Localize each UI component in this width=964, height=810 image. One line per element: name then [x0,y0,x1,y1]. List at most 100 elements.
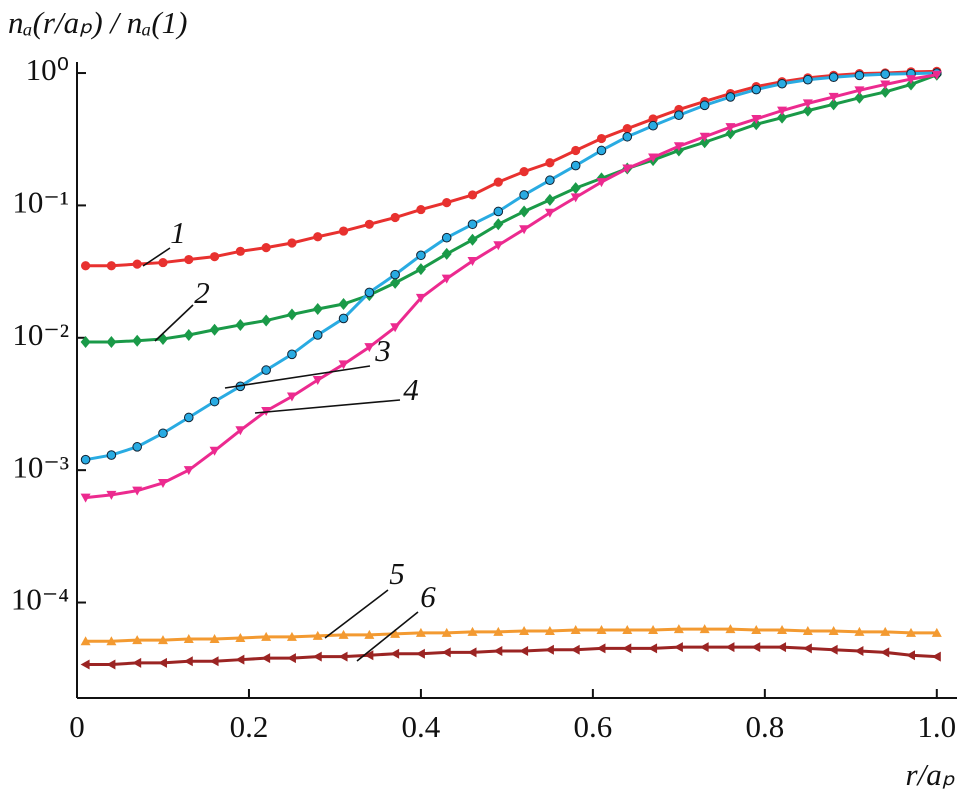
marker [777,111,788,124]
marker [725,92,736,102]
marker [312,630,323,640]
marker [880,626,891,636]
marker [622,131,633,142]
marker [648,120,658,131]
marker [854,86,865,96]
marker [287,238,297,248]
marker [493,241,504,251]
marker [415,263,426,276]
curve-label: 1 [170,215,186,250]
marker [80,335,91,348]
marker [906,75,917,85]
series-line [85,73,938,344]
marker [906,650,916,661]
marker [622,643,632,654]
marker [106,261,116,271]
marker [286,308,297,321]
marker [467,219,478,230]
marker [544,644,554,655]
marker [338,629,349,639]
marker [802,99,813,109]
marker [390,212,400,223]
marker [519,625,530,635]
marker [570,193,581,203]
marker [493,177,503,187]
marker [596,178,607,188]
marker [209,323,220,336]
marker [828,98,839,111]
marker [519,190,529,200]
curve-label: 4 [403,372,419,407]
marker [725,123,736,133]
marker [828,625,839,635]
marker [132,486,143,496]
series-line [85,71,937,462]
marker [235,632,246,642]
marker [493,646,503,657]
marker [106,335,117,348]
marker [261,653,271,664]
marker [338,360,349,370]
marker [751,114,762,124]
marker [648,153,659,163]
series-line [85,645,937,667]
marker [415,648,425,659]
marker [157,635,168,645]
x-tick-label: 0.2 [230,709,269,744]
marker [209,656,219,667]
y-tick-label: 10⁻¹ [12,185,69,220]
marker [699,132,710,142]
marker [157,478,168,488]
marker [673,624,684,634]
marker [415,293,426,303]
marker [106,490,117,500]
marker [674,110,684,121]
marker [648,643,658,654]
marker [364,287,375,298]
marker [390,276,401,289]
marker [699,100,710,111]
marker [209,634,220,644]
marker [132,334,143,347]
marker [854,646,864,657]
marker [596,133,607,144]
marker [854,91,865,104]
marker [390,628,401,638]
marker [751,84,762,95]
marker [364,219,374,229]
marker [570,182,581,195]
marker [467,190,478,200]
marker [880,80,891,90]
marker [777,106,788,116]
marker [673,642,683,653]
marker [467,257,478,267]
marker [364,343,375,353]
leader-line [224,365,371,389]
leader-line [356,611,419,662]
marker [416,204,426,215]
marker [828,72,839,83]
marker [106,450,117,460]
marker [286,631,297,641]
marker [596,643,606,654]
marker [261,365,271,375]
marker [570,625,581,635]
marker [364,650,374,661]
marker [80,636,91,646]
marker [880,69,891,79]
marker [931,651,941,662]
marker [519,225,530,235]
marker [338,313,349,324]
marker [312,330,323,340]
marker [235,318,246,331]
marker [493,626,504,636]
marker [725,127,736,140]
marker [338,226,349,236]
marker [441,232,452,243]
marker [441,274,452,284]
marker [828,644,838,655]
marker [80,261,91,271]
marker [312,375,323,385]
marker [931,627,942,637]
marker [570,160,581,171]
